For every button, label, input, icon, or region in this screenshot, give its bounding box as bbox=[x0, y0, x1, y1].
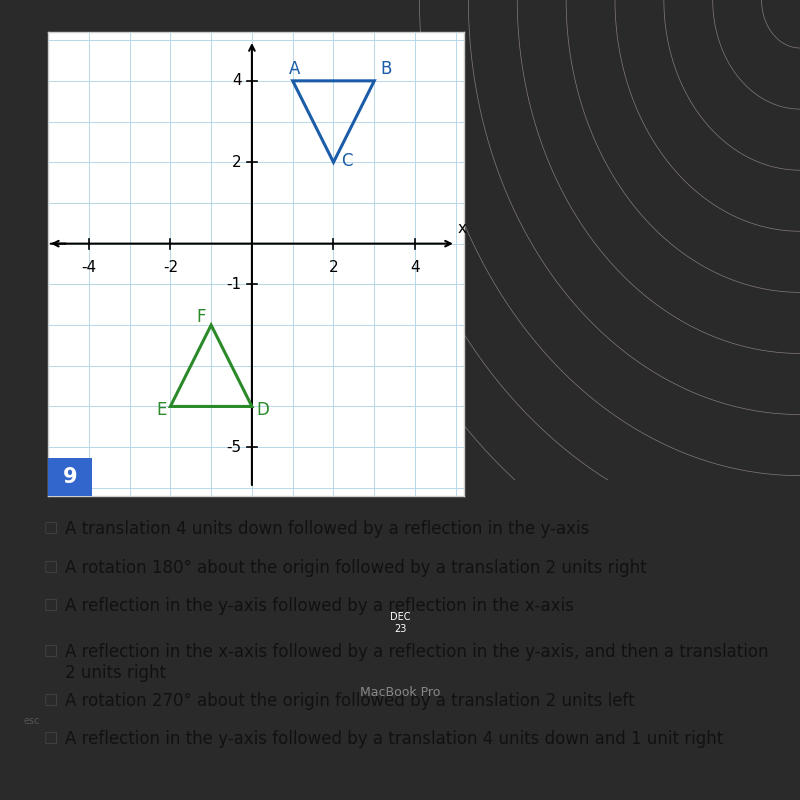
Text: A translation 4 units down followed by a reflection in the y-axis: A translation 4 units down followed by a… bbox=[65, 521, 590, 538]
Text: -2: -2 bbox=[162, 260, 178, 275]
Text: B: B bbox=[380, 59, 392, 78]
Text: 2: 2 bbox=[232, 154, 242, 170]
Text: D: D bbox=[256, 402, 269, 419]
Text: A rotation 180° about the origin followed by a translation 2 units right: A rotation 180° about the origin followe… bbox=[65, 559, 646, 577]
Text: -4: -4 bbox=[82, 260, 96, 275]
Text: A reflection in the y-axis followed by a translation 4 units down and 1 unit rig: A reflection in the y-axis followed by a… bbox=[65, 730, 723, 749]
Text: □: □ bbox=[43, 692, 58, 707]
Text: A: A bbox=[289, 59, 300, 78]
Text: DEC
23: DEC 23 bbox=[390, 613, 410, 634]
Text: □: □ bbox=[43, 559, 58, 574]
Text: C: C bbox=[341, 151, 352, 170]
Text: □: □ bbox=[43, 730, 58, 746]
Text: A reflection in the x-axis followed by a reflection in the y-axis, and then a tr: A reflection in the x-axis followed by a… bbox=[65, 643, 769, 682]
Text: E: E bbox=[156, 402, 166, 419]
Text: □: □ bbox=[43, 521, 58, 535]
Text: □: □ bbox=[43, 643, 58, 658]
Text: 4: 4 bbox=[410, 260, 420, 275]
Text: □: □ bbox=[43, 598, 58, 612]
Text: 9: 9 bbox=[62, 467, 78, 486]
Text: A reflection in the y-axis followed by a reflection in the x-axis: A reflection in the y-axis followed by a… bbox=[65, 598, 574, 615]
Text: 4: 4 bbox=[232, 74, 242, 88]
Text: 2: 2 bbox=[329, 260, 338, 275]
Text: F: F bbox=[197, 308, 206, 326]
Text: A rotation 270° about the origin followed by a translation 2 units left: A rotation 270° about the origin followe… bbox=[65, 692, 634, 710]
Text: esc: esc bbox=[24, 716, 40, 726]
Text: -1: -1 bbox=[226, 277, 242, 292]
Text: MacBook Pro: MacBook Pro bbox=[360, 686, 440, 698]
Text: -5: -5 bbox=[226, 440, 242, 454]
Text: x: x bbox=[458, 221, 467, 235]
